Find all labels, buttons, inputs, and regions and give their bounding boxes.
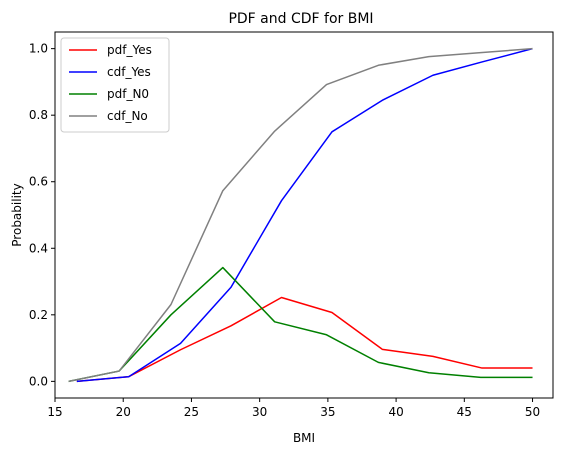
x-axis: 15 20 25 30 35 40 45 50 [47,398,540,419]
y-tick-label: 0.4 [29,241,48,255]
series-line-pdf-yes [76,296,533,383]
x-axis-label: BMI [293,431,315,445]
legend-box [60,37,170,133]
legend-label: pdf_N0 [107,87,149,101]
series-line-cdf-no [68,47,533,383]
plot-frame [54,31,554,399]
y-axis: 0.0 0.2 0.4 0.6 0.8 1.0 [29,42,55,388]
chart-title: PDF and CDF for BMI [228,11,373,27]
x-tick-label: 50 [525,405,540,419]
series-line-pdf-n0 [68,266,533,383]
y-axis-label: Probability [10,183,24,246]
y-tick-label: 0.8 [29,108,48,122]
y-tick-label: 1.0 [29,42,48,56]
legend-label: pdf_Yes [107,43,152,57]
series-line-cdf-yes [76,47,533,383]
legend-label: cdf_No [107,109,148,123]
x-tick-label: 25 [184,405,199,419]
y-tick-label: 0.6 [29,175,48,189]
x-tick-label: 30 [252,405,267,419]
legend: pdf_Yes cdf_Yes pdf_N0 cdf_No [60,37,170,133]
plot-area [68,47,533,383]
x-tick-label: 40 [388,405,403,419]
x-tick-label: 45 [457,405,472,419]
x-tick-label: 20 [116,405,131,419]
x-tick-label: 35 [320,405,335,419]
y-tick-label: 0.0 [29,374,48,388]
y-tick-label: 0.2 [29,308,48,322]
x-tick-label: 15 [47,405,62,419]
legend-label: cdf_Yes [107,65,151,79]
